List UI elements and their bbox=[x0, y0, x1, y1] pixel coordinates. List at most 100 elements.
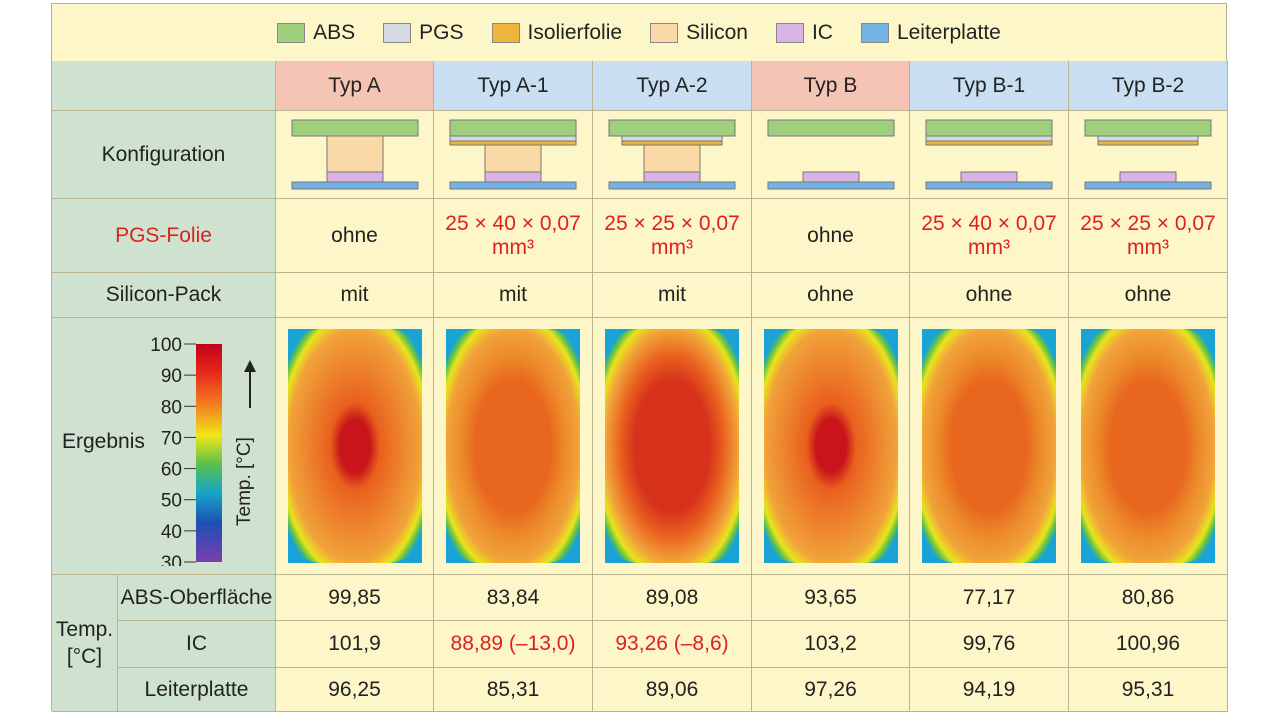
silicon-pack-value: ohne bbox=[910, 273, 1069, 318]
pgs-unit: mm³ bbox=[1127, 235, 1169, 259]
colorbar-tick-label: 100 bbox=[150, 335, 182, 356]
ergebnis-label: Ergebnis bbox=[62, 430, 145, 453]
pgs-layer bbox=[1097, 135, 1198, 141]
leiterplatte-layer bbox=[291, 181, 418, 189]
thermal-image bbox=[446, 329, 580, 563]
pgs-layer bbox=[449, 135, 576, 141]
stack-diagram bbox=[925, 119, 1052, 189]
type-header: Typ B-1 bbox=[910, 61, 1069, 111]
ic-chip bbox=[802, 171, 859, 182]
legend-label: ABS bbox=[313, 20, 356, 44]
ic-temp: 99,76 bbox=[910, 621, 1069, 668]
abs-layer bbox=[925, 119, 1052, 136]
legend-item: PGS bbox=[383, 21, 464, 45]
legend-label: Silicon bbox=[686, 20, 748, 44]
pgs-unit: mm³ bbox=[968, 235, 1010, 259]
leiterplatte-temp: 89,06 bbox=[593, 668, 752, 712]
thermal-result bbox=[1069, 318, 1228, 575]
heat-distribution bbox=[1081, 329, 1215, 563]
legend-swatch bbox=[491, 22, 520, 43]
row-label-abs-oberflaeche: ABS-Oberfläche bbox=[118, 575, 276, 621]
legend-swatch bbox=[775, 22, 804, 43]
thermal-result bbox=[593, 318, 752, 575]
type-header: Typ B-2 bbox=[1069, 61, 1228, 111]
thermal-image bbox=[763, 329, 898, 563]
abs-layer bbox=[1084, 119, 1211, 136]
legend-swatch bbox=[650, 22, 679, 43]
legend-item: ABS bbox=[277, 21, 355, 45]
pgs-folie-value: ohne bbox=[752, 199, 910, 273]
heat-distribution bbox=[605, 329, 739, 563]
configuration-diagram bbox=[434, 111, 593, 199]
legend: ABS PGS Isolierfolie Silicon IC Leiterplatte bbox=[52, 4, 1226, 61]
heat-distribution bbox=[763, 329, 898, 563]
row-label-silicon-pack: Silicon-Pack bbox=[52, 273, 276, 318]
pgs-folie-value: 25 × 40 × 0,07 mm³ bbox=[910, 199, 1069, 273]
legend-item: Isolierfolie bbox=[491, 21, 622, 45]
abs-layer bbox=[767, 119, 894, 136]
isolierfolie-layer bbox=[1097, 140, 1198, 145]
ic-temp: 100,96 bbox=[1069, 621, 1228, 668]
type-header: Typ B bbox=[752, 61, 910, 111]
configuration-diagram bbox=[752, 111, 910, 199]
configuration-diagram bbox=[593, 111, 752, 199]
abs-surface-temp: 93,65 bbox=[752, 575, 910, 621]
type-header: Typ A bbox=[276, 61, 434, 111]
row-label-pgs-folie: PGS-Folie bbox=[52, 199, 276, 273]
ic-chip bbox=[1119, 171, 1176, 182]
colorbar-axis-label: Temp. [°C] bbox=[234, 437, 255, 526]
ic-chip bbox=[326, 171, 383, 182]
pgs-dimension: 25 × 25 × 0,07 bbox=[1080, 212, 1216, 236]
stack-diagram bbox=[449, 119, 576, 189]
thermal-result bbox=[910, 318, 1069, 575]
thermal-image bbox=[287, 329, 422, 563]
pgs-folie-value: 25 × 25 × 0,07 mm³ bbox=[593, 199, 752, 273]
thermal-image bbox=[1081, 329, 1215, 563]
stack-diagram bbox=[291, 119, 418, 189]
ic-chip bbox=[960, 171, 1017, 182]
colorbar-tick-label: 90 bbox=[161, 366, 182, 387]
leiterplatte-temp: 95,31 bbox=[1069, 668, 1228, 712]
legend-swatch bbox=[860, 22, 889, 43]
row-label-leiterplatte: Leiterplatte bbox=[118, 668, 276, 712]
legend-label: IC bbox=[811, 20, 833, 44]
type-header: Typ A-2 bbox=[593, 61, 752, 111]
legend-item: IC bbox=[775, 20, 833, 45]
configuration-diagram bbox=[910, 111, 1069, 199]
leiterplatte-temp: 94,19 bbox=[910, 668, 1069, 712]
configuration-diagram bbox=[276, 111, 434, 199]
thermal-image bbox=[605, 329, 739, 563]
abs-layer bbox=[449, 119, 576, 136]
pgs-unit: mm³ bbox=[492, 235, 534, 259]
colorbar-tick-label: 70 bbox=[161, 428, 182, 449]
isolierfolie-layer bbox=[449, 140, 576, 145]
ic-temp: 101,9 bbox=[276, 621, 434, 668]
legend-item: Silicon bbox=[650, 21, 748, 45]
legend-item: Leiterplatte bbox=[860, 21, 1001, 45]
silicon-pack-value: mit bbox=[276, 273, 434, 318]
leiterplatte-temp: 85,31 bbox=[434, 668, 593, 712]
corner-cell bbox=[52, 61, 276, 111]
ic-temp: 93,26 (–8,6) bbox=[593, 621, 752, 668]
stack-diagram bbox=[1084, 119, 1211, 189]
silicon-pack-value: ohne bbox=[1069, 273, 1228, 318]
heat-distribution bbox=[922, 329, 1056, 563]
colorbar-tick-label: 40 bbox=[161, 522, 182, 543]
pgs-dimension: 25 × 25 × 0,07 bbox=[604, 212, 740, 236]
row-label-temp: Temp. [°C] bbox=[52, 575, 118, 712]
pgs-unit: mm³ bbox=[651, 235, 693, 259]
row-label-ic: IC bbox=[118, 621, 276, 668]
leiterplatte-temp: 97,26 bbox=[752, 668, 910, 712]
pgs-folie-value: ohne bbox=[276, 199, 434, 273]
stack-diagram bbox=[608, 119, 735, 189]
ic-temp: 103,2 bbox=[752, 621, 910, 668]
ic-temp: 88,89 (–13,0) bbox=[434, 621, 593, 668]
colorbar-tick-label: 50 bbox=[161, 491, 182, 512]
pgs-dimension: 25 × 40 × 0,07 bbox=[445, 212, 581, 236]
comparison-table: ABS PGS Isolierfolie Silicon IC Leiterplatte … bbox=[51, 3, 1228, 712]
leiterplatte-layer bbox=[608, 181, 735, 189]
legend-swatch bbox=[383, 22, 412, 43]
abs-surface-temp: 99,85 bbox=[276, 575, 434, 621]
abs-layer bbox=[291, 119, 418, 136]
row-label-konfiguration: Konfiguration bbox=[52, 111, 276, 199]
